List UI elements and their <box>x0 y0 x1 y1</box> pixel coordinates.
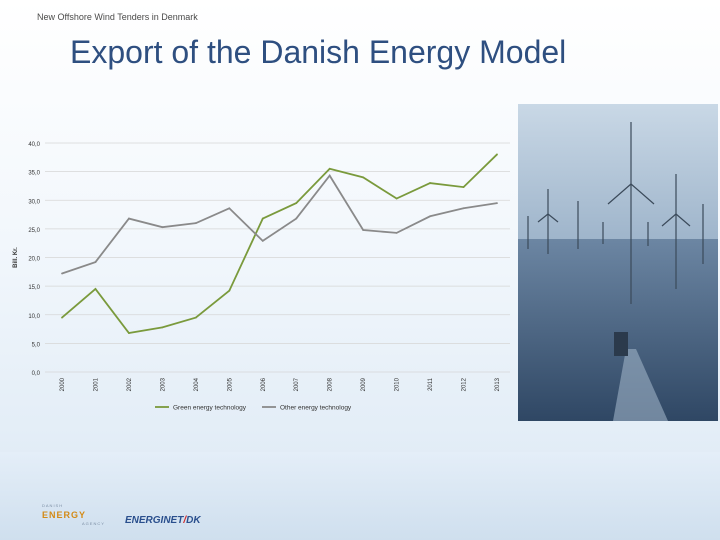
data-point <box>496 202 498 205</box>
data-point <box>462 186 465 188</box>
y-tick-label: 25,0 <box>28 228 40 234</box>
y-tick-label: 20,0 <box>28 257 40 263</box>
y-tick-label: 40,0 <box>28 142 40 148</box>
slide-subtitle: New Offshore Wind Tenders in Denmark <box>37 12 198 22</box>
x-tick-label: 2002 <box>127 377 133 391</box>
x-tick-label: 2006 <box>261 377 267 391</box>
series-line-green <box>61 153 498 335</box>
data-point <box>161 226 164 229</box>
data-point <box>295 217 298 220</box>
data-point <box>328 174 331 177</box>
y-tick-label: 10,0 <box>28 314 40 320</box>
series-line-other <box>61 174 498 275</box>
data-point <box>128 217 130 220</box>
line-chart: 0,0 5,0 10,0 15,0 20,0 25,0 30,0 35,0 40,0 Bill. … <box>13 142 510 412</box>
data-point <box>194 222 197 225</box>
slide-title: Export of the Danish Energy Model <box>70 34 567 70</box>
data-point <box>261 217 264 220</box>
x-tick-label: 2004 <box>194 377 200 391</box>
data-point <box>429 215 431 218</box>
legend-label: Other energy technology <box>280 405 352 412</box>
data-point <box>295 202 298 205</box>
y-tick-label: 15,0 <box>28 285 40 291</box>
danish-energy-agency-logo: DANISH ENERGY AGENCY <box>42 503 105 526</box>
x-tick-label: 2008 <box>328 377 334 391</box>
y-tick-label: 35,0 <box>28 171 40 177</box>
energinet-logo: ENERGINET/DK <box>125 515 201 526</box>
data-point <box>94 261 97 263</box>
x-tick-label: 2013 <box>495 377 501 391</box>
y-tick-label: 5,0 <box>32 342 41 348</box>
x-tick-label: 2005 <box>227 377 233 391</box>
data-point <box>462 207 465 210</box>
x-tick-label: 2012 <box>462 377 468 391</box>
x-tick-label: 2001 <box>93 377 99 391</box>
x-tick-label: 2000 <box>60 377 66 391</box>
offshore-wind-farm-photo <box>518 104 718 421</box>
legend-label: Green energy technology <box>173 405 247 412</box>
data-point <box>61 272 63 275</box>
x-tick-label: 2011 <box>428 377 434 391</box>
y-axis-label: Bill. Kr. <box>13 247 19 268</box>
data-point <box>161 326 164 329</box>
x-tick-label: 2003 <box>160 377 166 391</box>
x-tick-label: 2009 <box>361 377 367 391</box>
x-tick-label: 2010 <box>395 377 401 391</box>
data-point <box>429 182 431 184</box>
data-point <box>61 316 63 319</box>
data-point <box>228 207 231 210</box>
data-point <box>395 197 398 200</box>
data-point <box>261 239 264 242</box>
data-point <box>128 332 130 334</box>
y-tick-label: 0,0 <box>32 371 41 377</box>
data-point <box>362 176 365 179</box>
data-point <box>194 316 197 319</box>
data-point <box>94 288 97 290</box>
x-tick-label: 2007 <box>294 377 300 391</box>
data-point <box>362 229 365 231</box>
data-point <box>228 289 231 292</box>
data-point <box>395 231 398 234</box>
y-tick-label: 30,0 <box>28 199 40 205</box>
data-point <box>328 167 331 170</box>
data-point <box>496 153 498 156</box>
footer-band <box>0 452 720 540</box>
